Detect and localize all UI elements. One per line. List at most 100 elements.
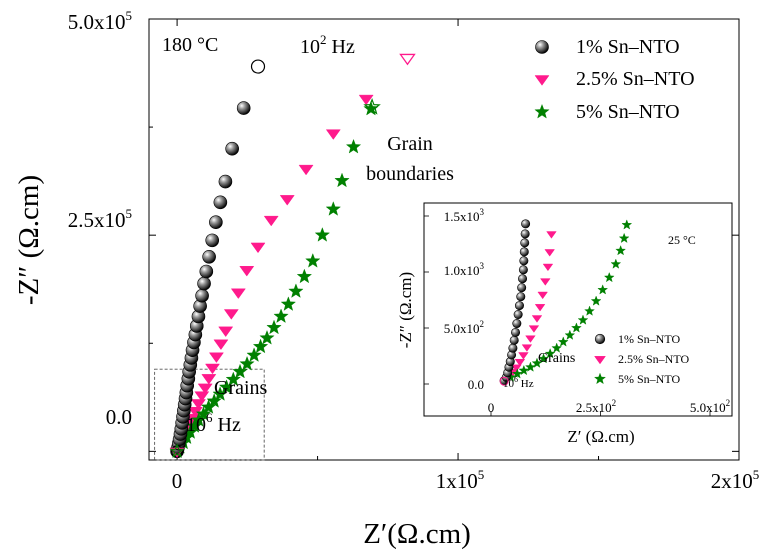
grain-boundaries-label-line2: boundaries [366,163,454,185]
inset-series-0-point-12 [516,292,526,302]
inset-axis-ticks [424,215,711,416]
series-1-point-17 [223,309,239,320]
series-1 [169,94,374,459]
legend-label-5pct: 5% Sn–NTO [576,101,680,123]
series-2-point-21 [288,283,304,298]
series-2-point-18 [266,319,282,335]
series-0-point-24 [197,276,211,291]
series-1-point-23 [298,164,314,176]
legend-label-1pct: 1% Sn–NTO [576,36,680,58]
series-1-point-19 [239,266,255,277]
series-0-point-32 [236,101,251,115]
grains-label: Grains [214,377,268,399]
inset-series-2-point-14 [597,284,609,295]
series-0-point-30 [218,174,233,189]
series-2-point-8 [200,399,217,414]
inset-high-frequency-label: 106 Hz [503,375,534,390]
inset-series-0-point-7 [509,335,519,345]
inset-series-2-point-19 [621,219,633,230]
inset-series-0-point-18 [520,238,530,248]
legend-marker-0 [535,40,549,54]
inset-series-0-point-19 [520,229,530,239]
inset-series-1-point-13 [542,263,554,272]
inset-series-2-point-1 [511,368,523,379]
series-1-point-12 [201,374,217,385]
series-0-point-26 [202,249,216,264]
inset-series-0-point-6 [508,343,518,353]
inset-series-1-point-4 [514,358,526,367]
inset-series-0-point-10 [513,310,523,320]
series-2-point-20 [280,296,297,311]
high-frequency-label: 106 Hz [186,410,241,436]
inset-legend-marker-1 [594,356,606,365]
series-1-open-point [399,53,416,66]
inset-legend-marker-2 [593,372,607,385]
series-0-point-27 [205,233,220,248]
inset-series-2-point-13 [590,295,602,306]
inset-series-0-point-8 [511,327,521,337]
series-2-point-11 [218,379,235,394]
series-1-point-21 [263,215,279,227]
y-tick-label-500000: 5.0x105 [68,8,132,34]
inset-series-2-point-18 [618,232,630,243]
series-0-point-28 [209,215,223,230]
inset-y-tick-label-0: 0.0 [468,377,484,392]
inset-series-0-point-15 [518,265,528,275]
inset-grains-label: Grains [538,351,575,366]
series-1-point-20 [250,242,266,254]
inset-series-0 [499,219,531,386]
series-2-point-7 [195,406,212,421]
inset-series-1-point-3 [511,364,522,372]
legend-marker-1 [534,75,550,86]
series-2-point-24 [314,227,331,242]
series-1-point-18 [230,288,246,299]
inset-y-axis-title: -Z″ (Ω.cm) [396,272,415,348]
series-2-point-23 [305,253,321,268]
inset-series-2-point-12 [584,305,595,316]
y-tick-label-250000: 2.5x105 [68,206,132,232]
inset-series-1-point-8 [528,325,540,333]
y-axis-title: -Z″ (Ω.cm) [13,175,45,305]
series-1-point-25 [358,94,374,106]
series-1-point-10 [194,391,210,402]
inset-x-tick-label-0: 0 [488,400,495,415]
series-2-point-17 [259,330,275,345]
series-2-open-point [363,98,381,115]
inset-series-2-point-7 [551,342,563,353]
inset-series-0-point-11 [514,301,524,311]
series-0-open-point [250,59,266,74]
inset-y-tick-label-500: 5.0x102 [444,319,484,336]
inset-x-axis-title: Z′ (Ω.cm) [567,427,634,446]
inset-legend-label-5pct: 5% Sn–NTO [618,372,680,386]
grains-highlight-box [154,368,265,461]
inset-x-tick-label-500: 5.0x102 [690,398,730,415]
inset-series-2-point-9 [564,329,576,340]
inset-series-2 [505,219,633,382]
inset-legend-marker-0 [594,333,606,345]
series-1-point-22 [279,195,295,206]
x-tick-label-0: 0 [172,469,183,493]
inset-series-1-point-14 [544,249,555,257]
series-1-point-13 [205,363,220,375]
inset-series-1-point-10 [534,304,546,312]
x-tick-label-200000: 2x105 [711,467,760,493]
series-2-point-10 [212,386,228,401]
grain-boundaries-label-line1: Grain [387,133,433,155]
inset-series-2-point-3 [525,361,536,372]
inset-y-tick-label-1000: 1.0x103 [444,261,485,278]
inset-series-1-point-7 [525,335,536,343]
inset-series-1-point-5 [518,352,529,360]
inset-series-1-point-15 [546,231,557,239]
inset-series-0-point-20 [521,219,531,229]
main-axis-ticks [149,18,740,460]
series-1-point-9 [190,399,206,410]
inset-data-series [499,219,633,386]
inset-temperature-label: 25 °C [668,233,696,247]
series-2-point-19 [273,308,289,323]
series-2-point-27 [345,138,362,154]
temperature-label: 180 °C [162,34,218,56]
series-2-origin-open-point [169,443,185,458]
series-2-point-9 [206,393,222,408]
inset-x-tick-label-250: 2.5x102 [576,398,616,415]
